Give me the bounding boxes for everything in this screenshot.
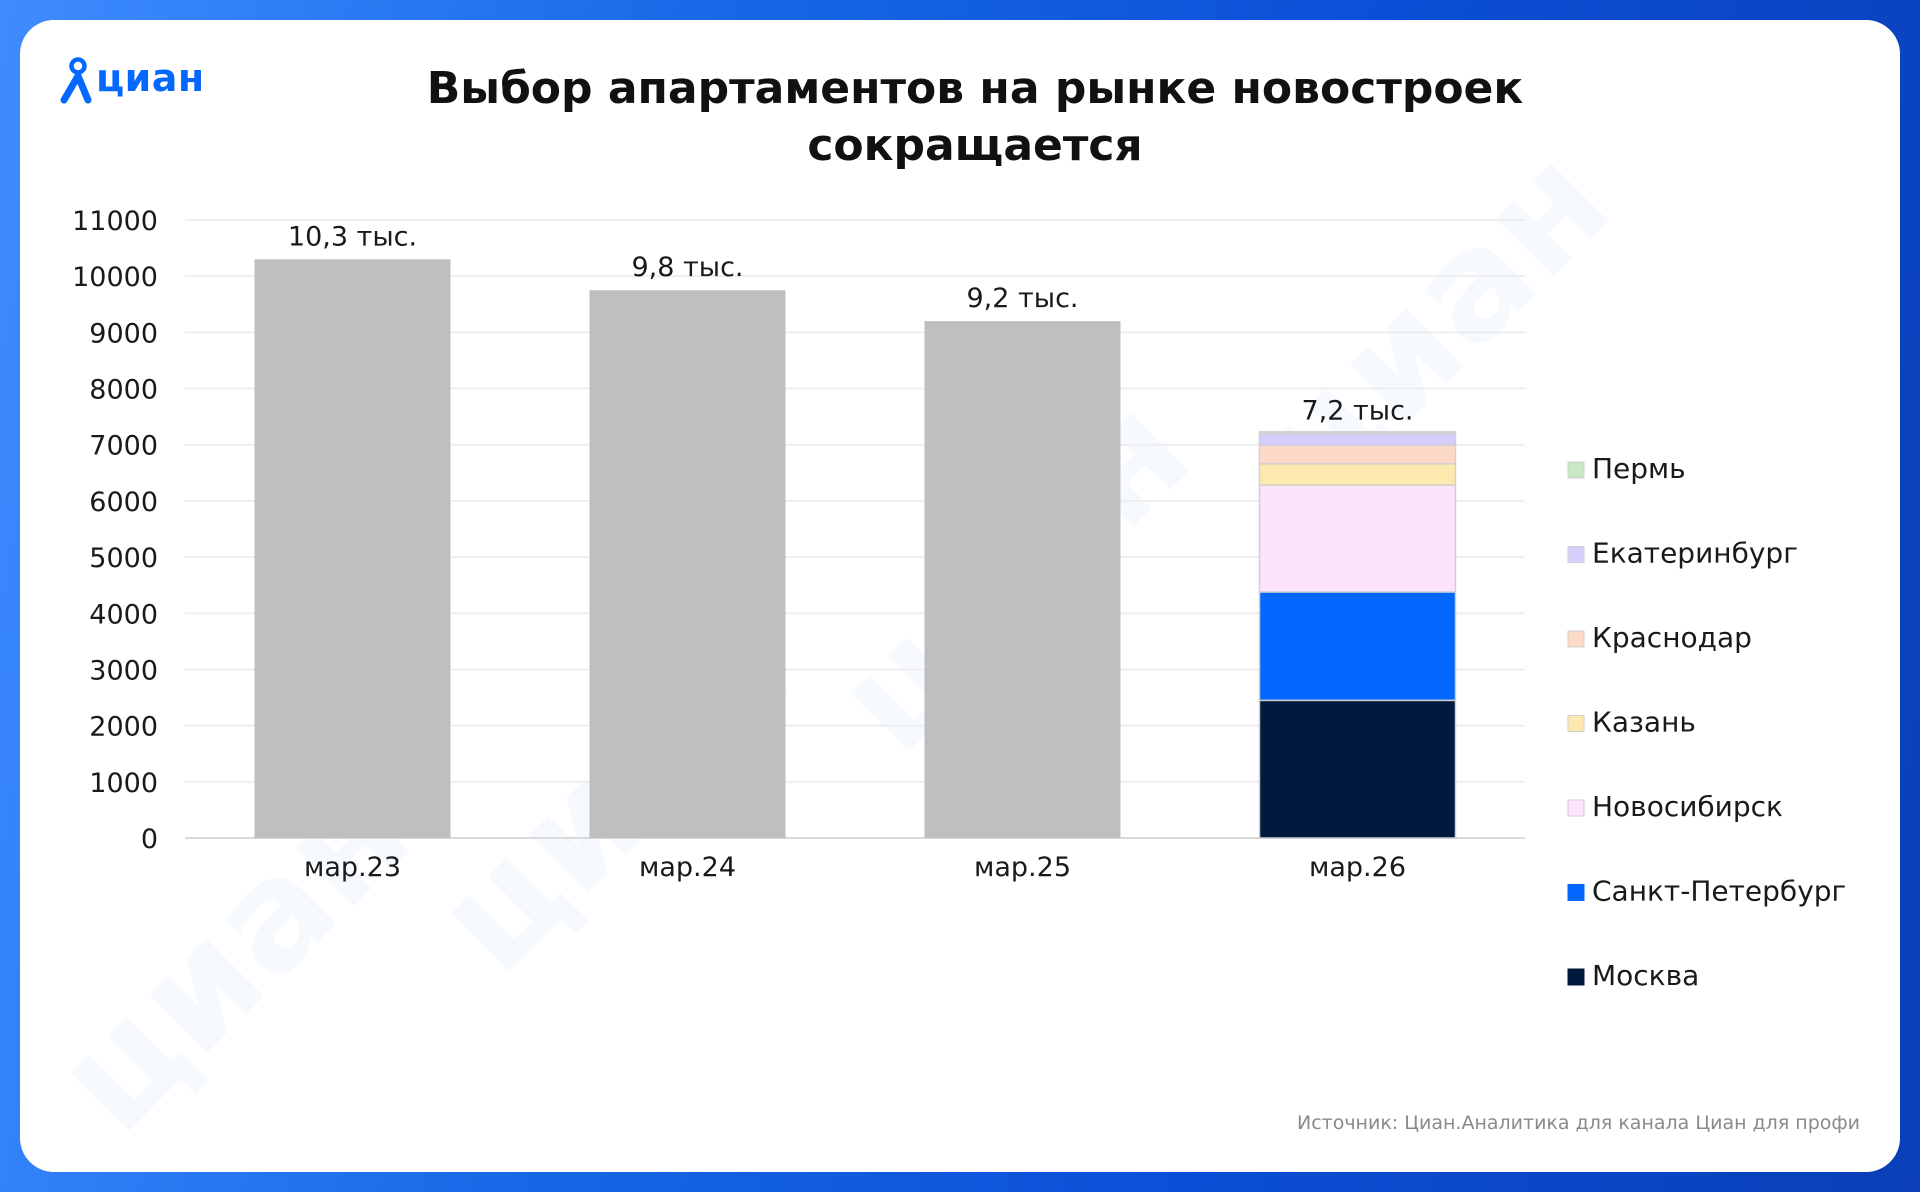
source-note: Источник: Циан.Аналитика для канала Циан… bbox=[1296, 1112, 1860, 1134]
legend-label: Пермь bbox=[1592, 452, 1686, 485]
bar-total-label: 7,2 тыс. bbox=[1302, 395, 1414, 426]
legend-label: Москва bbox=[1592, 959, 1699, 992]
cian-pin-icon bbox=[60, 57, 92, 104]
bar-total-labels: 10,3 тыс. 9,8 тыс. 9,2 тыс. 7,2 тыс. bbox=[288, 221, 1414, 426]
legend-swatch bbox=[1567, 630, 1585, 648]
legend-swatch bbox=[1567, 968, 1585, 986]
bar-segment bbox=[1258, 699, 1457, 839]
legend-label: Екатеринбург bbox=[1592, 537, 1798, 570]
y-tick-label: 10000 bbox=[72, 262, 158, 293]
bar-segment bbox=[1258, 484, 1457, 593]
chart-card: циан циан циан циан циан Выбор апартамен… bbox=[20, 20, 1900, 1172]
x-tick-label: мар.25 bbox=[974, 852, 1071, 883]
legend-swatch bbox=[1567, 884, 1585, 901]
x-tick-label: мар.23 bbox=[304, 852, 401, 883]
chart-title-line-2: сокращается bbox=[807, 120, 1143, 171]
y-tick-label: 7000 bbox=[89, 431, 158, 462]
bar-segment bbox=[1258, 444, 1457, 465]
bar-total-label: 9,8 тыс. bbox=[632, 252, 744, 283]
y-tick-label: 9000 bbox=[89, 318, 158, 349]
legend-label: Новосибирск bbox=[1592, 790, 1783, 823]
bar-segment bbox=[1258, 591, 1457, 702]
y-tick-label: 8000 bbox=[89, 375, 158, 406]
legend-label: Краснодар bbox=[1592, 621, 1752, 654]
bar-segment bbox=[1258, 432, 1457, 447]
bar-total bbox=[589, 290, 786, 838]
legend: Пермь Екатеринбург Краснодар Казань Новосиби… bbox=[1567, 452, 1846, 992]
logo-text: циан bbox=[96, 56, 205, 100]
bar-chart: 0 1000 2000 3000 4000 5000 6000 7000 8000 9000 100… bbox=[72, 206, 1846, 992]
y-tick-label: 2000 bbox=[89, 712, 158, 743]
y-tick-label: 11000 bbox=[72, 206, 158, 237]
bar-segment bbox=[1258, 463, 1457, 486]
y-tick-label: 1000 bbox=[89, 768, 158, 799]
y-tick-label: 0 bbox=[141, 824, 158, 855]
legend-swatch bbox=[1567, 799, 1585, 817]
cian-logo: циан bbox=[58, 50, 205, 110]
x-tick-label: мар.24 bbox=[639, 852, 736, 883]
bar-total bbox=[924, 321, 1121, 838]
legend-swatch bbox=[1567, 715, 1585, 732]
legend-swatch bbox=[1567, 461, 1585, 479]
chart-title-line-1: Выбор апартаментов на рынке новостроек bbox=[426, 63, 1524, 114]
legend-label: Санкт-Петербург bbox=[1592, 875, 1846, 908]
bars bbox=[254, 259, 1457, 839]
chart-title: Выбор апартаментов на рынке новостроек с… bbox=[350, 60, 1600, 174]
bar-segment bbox=[1258, 431, 1457, 435]
y-axis-ticks: 0 1000 2000 3000 4000 5000 6000 7000 8000 9000 100… bbox=[72, 206, 158, 855]
x-tick-label: мар.26 bbox=[1309, 852, 1406, 883]
y-tick-label: 6000 bbox=[89, 487, 158, 518]
y-tick-label: 5000 bbox=[89, 543, 158, 574]
legend-swatch bbox=[1567, 546, 1585, 563]
y-tick-label: 3000 bbox=[89, 655, 158, 686]
legend-label: Казань bbox=[1592, 706, 1696, 739]
x-axis-ticks: мар.23 мар.24 мар.25 мар.26 bbox=[304, 852, 1406, 883]
y-tick-label: 4000 bbox=[89, 599, 158, 630]
bar-total bbox=[254, 259, 451, 838]
bar-total-label: 9,2 тыс. bbox=[967, 283, 1079, 314]
bar-total-label: 10,3 тыс. bbox=[288, 221, 417, 252]
